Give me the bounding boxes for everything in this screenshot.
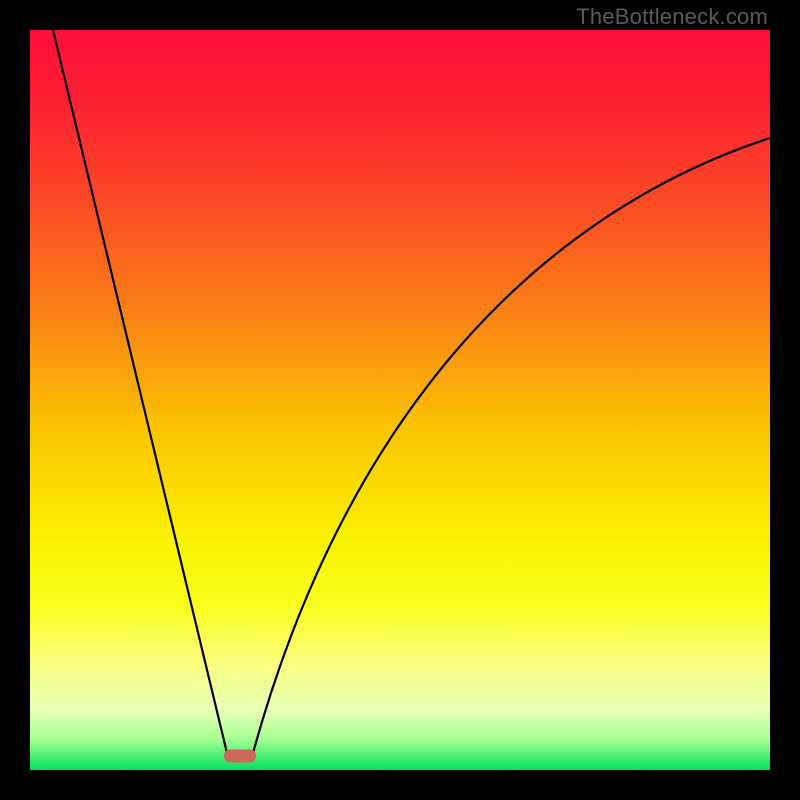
plot-svg [30,30,770,770]
watermark-text: TheBottleneck.com [576,4,768,30]
chart-frame: TheBottleneck.com [0,0,800,800]
plot-area [30,30,770,770]
minimum-marker [224,750,256,763]
